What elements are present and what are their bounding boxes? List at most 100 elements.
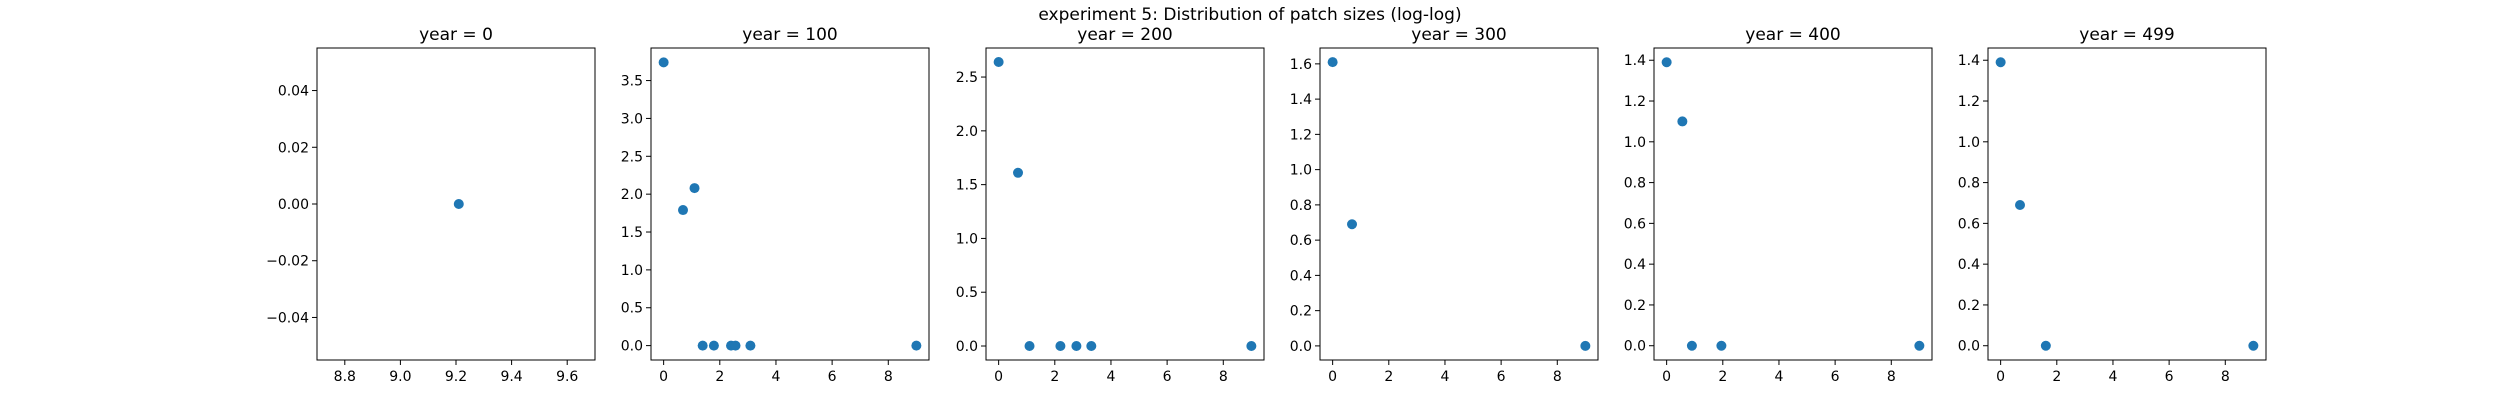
x-tick-label: 0: [1328, 369, 1337, 385]
data-point: [1677, 116, 1688, 127]
y-tick-label: −0.02: [266, 254, 309, 270]
data-point: [993, 56, 1004, 67]
data-point: [1246, 341, 1257, 352]
data-point: [1024, 341, 1035, 352]
y-tick-label: 1.0: [956, 231, 978, 247]
subplot-title: year = 300: [1411, 25, 1506, 45]
x-tick-label: 9.0: [389, 369, 411, 385]
y-tick-label: 0.4: [1290, 268, 1312, 284]
y-tick-label: 0.0: [1958, 339, 1980, 355]
y-tick-label: 1.2: [1624, 94, 1646, 110]
x-tick-label: 6: [1831, 369, 1840, 385]
data-point: [658, 57, 669, 68]
x-tick-label: 8: [2221, 369, 2230, 385]
x-tick-label: 4: [1106, 369, 1115, 385]
subplot-title: year = 400: [1745, 25, 1840, 45]
y-tick-label: 0.8: [1624, 176, 1646, 192]
y-tick-label: 0.0: [1290, 339, 1312, 355]
y-tick-label: 0.00: [278, 197, 309, 213]
y-tick-label: 1.0: [1290, 163, 1312, 179]
y-tick-label: 1.4: [1958, 53, 1980, 69]
x-tick-label: 9.6: [556, 369, 578, 385]
y-tick-label: 2.5: [621, 149, 643, 165]
data-point: [1914, 340, 1925, 351]
y-tick-label: 1.0: [1624, 135, 1646, 151]
y-tick-label: 0.2: [1958, 298, 1980, 314]
y-tick-label: 1.5: [621, 225, 643, 241]
data-point: [2040, 340, 2051, 351]
y-tick-label: 1.4: [1624, 53, 1646, 69]
y-tick-label: 3.0: [621, 111, 643, 127]
y-tick-label: 0.0: [1624, 339, 1646, 355]
x-tick-label: 8: [1887, 369, 1896, 385]
data-point: [745, 340, 756, 351]
y-tick-label: 2.5: [956, 70, 978, 86]
data-point: [2015, 200, 2026, 211]
x-tick-label: 0: [1662, 369, 1671, 385]
data-point: [1327, 57, 1338, 68]
y-tick-label: 2.0: [621, 187, 643, 203]
axes-frame: [316, 47, 596, 361]
y-tick-label: 1.0: [621, 263, 643, 279]
axes-frame: [1319, 47, 1599, 361]
subplot-title: year = 100: [742, 25, 837, 45]
x-tick-label: 8: [1219, 369, 1228, 385]
x-tick-label: 4: [1440, 369, 1449, 385]
x-tick-label: 6: [1497, 369, 1506, 385]
data-point: [1086, 341, 1097, 352]
y-tick-label: 0.0: [621, 339, 643, 355]
subplot-title: year = 499: [2079, 25, 2174, 45]
y-tick-label: 0.04: [278, 84, 309, 100]
subplot-1: year = 0 8.8 9.0 9.2 9.4 9.6 −0.04 −0.02 0.00 0.0…: [266, 25, 596, 385]
data-point: [730, 340, 741, 351]
y-tick-label: 0.6: [1958, 216, 1980, 232]
data-point: [1580, 340, 1591, 351]
y-tick-label: 0.0: [956, 339, 978, 355]
x-tick-label: 0: [659, 369, 668, 385]
figure-title: experiment 5: Distribution of patch size…: [1038, 5, 1461, 25]
data-point: [911, 340, 922, 351]
data-point: [1716, 340, 1727, 351]
y-tick-label: 1.2: [1290, 127, 1312, 143]
data-point: [1055, 341, 1066, 352]
x-tick-label: 6: [828, 369, 837, 385]
data-point: [1347, 219, 1358, 230]
y-tick-label: 0.6: [1624, 216, 1646, 232]
axes-frame: [1987, 47, 2267, 361]
data-point: [453, 199, 464, 209]
x-tick-label: 4: [1774, 369, 1783, 385]
y-tick-label: 0.02: [278, 140, 309, 156]
y-tick-label: 0.2: [1624, 298, 1646, 314]
data-point: [1071, 341, 1082, 352]
data-point: [678, 205, 689, 216]
axes-frame: [985, 47, 1265, 361]
y-tick-label: 0.5: [621, 301, 643, 317]
data-point: [1661, 57, 1672, 68]
data-point: [1686, 340, 1697, 351]
y-tick-label: 0.5: [956, 285, 978, 301]
x-tick-label: 8: [1553, 369, 1562, 385]
x-tick-label: 8: [884, 369, 893, 385]
data-point: [689, 183, 700, 194]
subplot-4: year = 300 0 2 4 6 8 0.0 0.2 0.4 0.6 0.8 1.0 1.2 1.4 1…: [1290, 25, 1599, 385]
subplot-6: year = 499 0 2 4 6 8 0.0 0.2 0.4 0.6 0.8 1.0 1.2 1.4: [1958, 25, 2267, 385]
y-tick-label: 1.4: [1290, 92, 1312, 108]
x-tick-label: 2: [1718, 369, 1727, 385]
data-point: [2248, 340, 2259, 351]
x-tick-label: 6: [1163, 369, 1172, 385]
y-tick-label: 2.0: [956, 124, 978, 140]
x-tick-label: 8.8: [334, 369, 356, 385]
subplot-3: year = 200 0 2 4 6 8 0.0 0.5 1.0 1.5 2.0 2.5: [956, 25, 1265, 385]
x-tick-label: 9.4: [500, 369, 522, 385]
subplot-title: year = 200: [1077, 25, 1172, 45]
x-tick-label: 0: [1996, 369, 2005, 385]
data-point: [697, 340, 708, 351]
y-tick-label: 1.2: [1958, 94, 1980, 110]
x-tick-label: 2: [1050, 369, 1059, 385]
x-tick-label: 2: [1384, 369, 1393, 385]
y-tick-label: 1.5: [956, 178, 978, 194]
axes-frame: [1653, 47, 1933, 361]
x-tick-label: 0: [994, 369, 1003, 385]
y-tick-label: 1.0: [1958, 135, 1980, 151]
